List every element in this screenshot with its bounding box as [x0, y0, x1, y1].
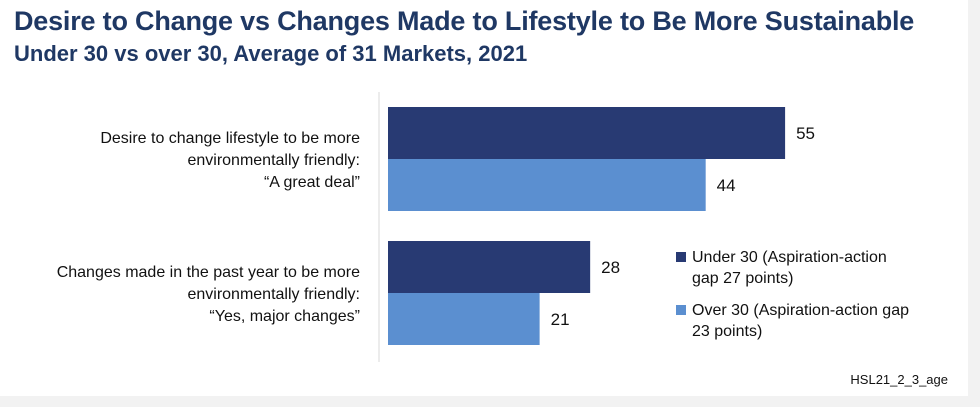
legend-entry-text: gap 27 points) — [692, 270, 793, 287]
legend-entry-text: Under 30 (Aspiration-action — [692, 249, 887, 266]
bar-over-30-changes — [388, 293, 540, 345]
data-label: 28 — [601, 258, 620, 277]
legend-swatch — [676, 252, 686, 262]
bar-under-30-changes — [388, 241, 591, 293]
category-label-line: Changes made in the past year to be more — [57, 264, 360, 281]
category-label-line: environmentally friendly: — [187, 286, 360, 303]
legend-entry-text: 23 points) — [692, 323, 762, 340]
category-label-line: environmentally friendly: — [187, 152, 360, 169]
bar-under-30-desire — [388, 107, 786, 159]
category-label-line: “Yes, major changes” — [209, 308, 360, 325]
data-label: 21 — [551, 310, 570, 329]
chart-title: Desire to Change vs Changes Made to Life… — [14, 6, 915, 36]
category-label-line: “A great deal” — [264, 174, 360, 191]
legend-swatch — [676, 305, 686, 315]
chart-subtitle: Under 30 vs over 30, Average of 31 Marke… — [14, 41, 528, 66]
data-label: 44 — [717, 176, 736, 195]
bar-over-30-desire — [388, 159, 706, 211]
legend-entry-text: Over 30 (Aspiration-action gap — [692, 302, 909, 319]
data-label: 55 — [796, 124, 815, 143]
source-code: HSL21_2_3_age — [850, 372, 948, 387]
category-label-line: Desire to change lifestyle to be more — [100, 130, 360, 147]
